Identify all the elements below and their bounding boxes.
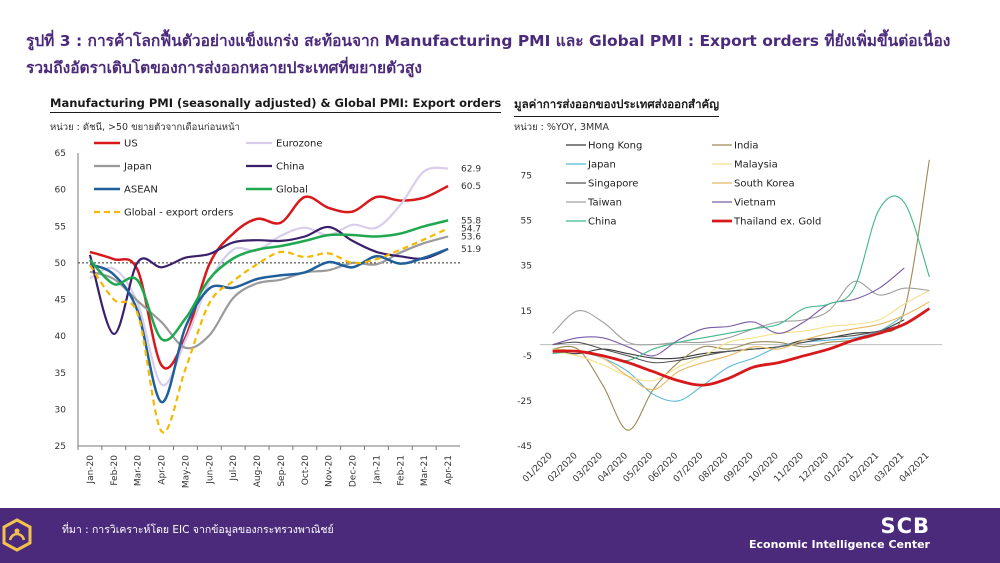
right-y-tick-label: -45 [517, 442, 532, 452]
page-title-line2: รวมถึงอัตราเติบโตของการส่งออกหลายประเทศท… [26, 59, 422, 77]
source-note: ที่มา : การวิเคราะห์โดย EIC จากข้อมูลของ… [62, 524, 334, 536]
left-x-tick-label: Sep-20 [277, 455, 287, 487]
right-series-line-hong-kong [552, 319, 905, 360]
right-series-line-thailand-ex-gold [552, 307, 931, 387]
left-series-line-us [89, 184, 449, 370]
left-series-line-global [88, 219, 449, 342]
left-series-line-asean [89, 247, 449, 404]
right-y-tick-label: 15 [521, 307, 532, 317]
left-series-line-eurozone [89, 166, 449, 387]
left-x-tick-label: Jul-20 [229, 455, 239, 482]
brand-name: SCB [880, 514, 930, 538]
left-legend-label: US [124, 139, 138, 150]
left-y-tick-label: 50 [55, 259, 67, 269]
right-series-line-malaysia [552, 290, 930, 382]
left-x-tick-label: Feb-20 [110, 455, 120, 486]
left-end-data-label: 62.9 [461, 164, 481, 174]
right-series-line-south-korea [552, 301, 930, 391]
left-x-tick-label: Feb-21 [396, 455, 406, 486]
left-legend-label: Global [276, 185, 308, 196]
left-x-tick-label: Jan-21 [372, 455, 382, 485]
right-chart-unit: หน่วย : %YOY, 3MMA [514, 122, 609, 133]
right-legend-label: Vietnam [734, 198, 776, 209]
right-y-tick-label: -5 [523, 352, 532, 362]
page-title-line1: รูปที่ 3 : การค้าโลกฟื้นตัวอย่างแข็งแกร่… [26, 32, 951, 50]
brand: SCB Economic Intelligence Center [749, 514, 930, 551]
left-y-tick-label: 40 [55, 332, 67, 342]
left-end-data-label: 51.9 [461, 245, 481, 255]
left-end-data-label: 55.8 [461, 216, 481, 226]
left-y-tick-label: 60 [55, 186, 67, 196]
left-x-tick-label: Aug-20 [253, 455, 263, 488]
left-legend-label: Japan [123, 162, 152, 173]
left-legend-label: China [276, 162, 305, 173]
right-y-tick-label: 55 [521, 217, 532, 227]
right-chart-title: มูลค่าการส่งออกของประเทศส่งออกสำคัญ [514, 96, 720, 117]
page-title: รูปที่ 3 : การค้าโลกฟื้นตัวอย่างแข็งแกร่… [26, 28, 976, 82]
left-end-data-label: 60.5 [461, 182, 481, 192]
left-x-tick-label: Jan-20 [86, 455, 96, 485]
left-chart-unit: หน่วย : ดัชนี, >50 ขยายตัวจากเดือนก่อนหน… [50, 122, 240, 133]
left-x-tick-label: Oct-20 [301, 455, 311, 486]
scb-logo-icon [2, 518, 32, 552]
left-legend-label: Eurozone [276, 139, 323, 150]
right-series-line-vietnam [552, 267, 905, 357]
right-series-line-singapore [552, 323, 905, 364]
left-y-tick-label: 65 [55, 149, 66, 159]
right-legend-label: Japan [587, 160, 616, 171]
left-x-tick-label: Dec-20 [349, 455, 359, 487]
left-x-tick-label: Jun-20 [205, 455, 215, 485]
left-x-tick-label: Apr-20 [158, 455, 168, 485]
left-legend-label: Global - export orders [124, 208, 233, 219]
right-legend-label: South Korea [734, 179, 795, 190]
left-x-tick-label: Nov-20 [325, 455, 335, 487]
right-y-tick-label: 75 [521, 172, 532, 182]
left-legend-label: ASEAN [124, 185, 158, 196]
right-legend-label: Malaysia [734, 160, 778, 171]
left-y-tick-label: 30 [55, 405, 67, 415]
left-y-tick-label: 25 [55, 442, 66, 452]
right-y-tick-label: 35 [521, 262, 532, 272]
left-y-tick-label: 35 [55, 369, 66, 379]
right-series-line-japan [552, 314, 905, 402]
left-y-tick-label: 45 [55, 296, 66, 306]
right-legend-label: Singapore [588, 179, 638, 190]
left-chart-title: Manufacturing PMI (seasonally adjusted) … [50, 96, 502, 113]
right-legend-label: Thailand ex. Gold [733, 217, 821, 228]
left-x-tick-label: Mar-20 [134, 455, 144, 486]
left-end-data-label: 54.7 [461, 224, 481, 234]
left-y-tick-label: 55 [55, 222, 66, 232]
left-end-data-label: 53.6 [461, 233, 481, 243]
left-x-tick-label: Apr-21 [444, 455, 454, 485]
left-series-line-global-export-orders [88, 227, 449, 434]
right-legend-label: India [734, 141, 759, 152]
left-x-tick-label: May-20 [181, 455, 191, 488]
brand-subtitle: Economic Intelligence Center [748, 538, 930, 551]
right-legend-label: Taiwan [587, 198, 622, 209]
left-series-line-china [88, 225, 449, 336]
footer: ที่มา : การวิเคราะห์โดย EIC จากข้อมูลของ… [0, 508, 1000, 563]
right-legend-label: China [588, 217, 617, 228]
right-y-tick-label: -25 [517, 397, 532, 407]
right-legend-label: Hong Kong [588, 141, 642, 152]
left-x-tick-label: Mar-21 [420, 455, 430, 486]
right-series-line-taiwan [552, 280, 930, 346]
